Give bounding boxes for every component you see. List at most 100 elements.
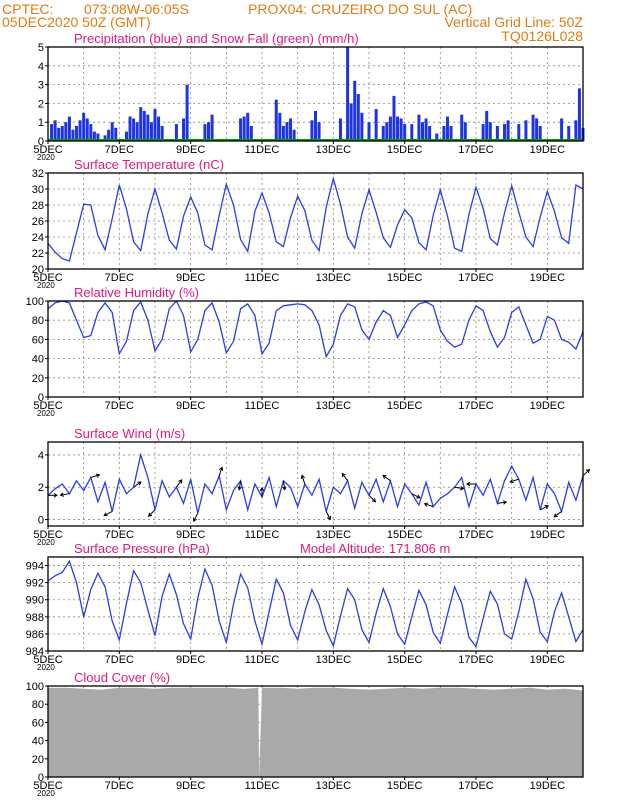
y-tick-label: 2 <box>38 98 44 110</box>
wind-arrow <box>554 511 562 518</box>
precip-bar <box>481 124 485 141</box>
x-tick-label: 7DEC <box>105 400 134 412</box>
pressure-panel: 984 986 988 990 992 994 5DEC 7DEC 9DEC 11DEC 13DEC… <box>26 541 584 672</box>
header-source: CPTEC: <box>2 1 53 17</box>
wind-arrow-head <box>466 481 471 487</box>
precip-bar <box>64 122 68 141</box>
precip-bar <box>210 114 214 141</box>
precip-bar <box>285 122 289 141</box>
x-tick-label: 11DEC <box>245 144 280 156</box>
precip-frame <box>47 46 584 142</box>
temp-series-line <box>47 176 584 262</box>
wind-arrow-head <box>382 474 387 479</box>
precip-bar <box>392 95 396 141</box>
wind-arrow-head <box>416 494 421 499</box>
precip-bar <box>174 124 178 141</box>
y-tick-label: 20 <box>32 264 44 276</box>
x-tick-label: 13DEC <box>316 780 352 792</box>
precip-bar <box>149 122 153 141</box>
y-tick-label: 994 <box>26 561 44 573</box>
precip-bar <box>317 122 321 141</box>
precip-bar <box>567 125 571 141</box>
y-tick-label: 22 <box>32 248 44 260</box>
precip-bar <box>403 124 407 141</box>
cloud-panel: 0 20 40 60 80 100 5DEC 7DEC 9DEC 11DEC 13DEC 15DEC 1… <box>26 670 584 798</box>
wind-arrow-head <box>218 466 224 471</box>
precip-bar <box>239 118 243 141</box>
wind-arrow-head <box>95 473 101 478</box>
wind-arrow <box>238 480 242 490</box>
wind-arrow-head <box>178 479 183 484</box>
precip-bar <box>185 84 189 141</box>
x-year-label: 2020 <box>37 153 55 162</box>
x-tick-label: 15DEC <box>387 272 423 284</box>
precip-bar <box>96 133 100 141</box>
x-tick-label: 5DEC <box>33 272 62 284</box>
wind-arrow <box>382 475 391 482</box>
header-model: TQ0126L028 <box>501 28 583 44</box>
precip-bar <box>360 112 364 141</box>
precip-bar <box>249 125 253 141</box>
y-tick-label: 24 <box>32 232 44 244</box>
precip-bar <box>124 131 128 141</box>
cloud-cover-area <box>48 687 583 777</box>
x-tick-label: 17DEC <box>458 780 494 792</box>
y-tick-label: 986 <box>26 629 44 641</box>
y-tick-label: 20 <box>32 754 44 766</box>
wind-arrow <box>301 475 306 485</box>
pressure-frame <box>47 556 584 652</box>
precip-bar <box>89 124 93 141</box>
rh-series-line <box>47 299 584 359</box>
precip-bar <box>367 122 371 141</box>
rh-frame <box>47 300 584 398</box>
wind-arrow <box>341 473 349 482</box>
y-tick-label: 0 <box>38 392 44 404</box>
x-tick-label: 11DEC <box>245 400 280 412</box>
wind-arrow <box>368 494 376 503</box>
x-tick-label: 7DEC <box>105 144 134 156</box>
wind-arrow <box>60 493 70 496</box>
precip-bar <box>417 114 421 141</box>
precip-bar <box>574 120 578 141</box>
precip-bar <box>506 120 510 141</box>
precip-bar <box>310 120 314 141</box>
rh-panel: 0 20 40 60 80 100 5DEC 7DEC 9DEC 11DEC 13DEC 15DEC 1… <box>26 285 584 418</box>
precip-bar <box>388 116 392 141</box>
wind-arrow-head <box>502 500 508 505</box>
precip-bar <box>445 116 449 141</box>
wind-arrow <box>411 493 421 499</box>
wind-panel: 0 2 4 5DEC 7DEC 9DEC 11DEC 13DEC 15DEC 17DEC 19DEC… <box>33 426 591 547</box>
pressure-annotation: Model Altitude: 171.806 m <box>300 541 450 556</box>
wind-arrow-head <box>460 486 465 491</box>
precip-bar <box>424 118 428 141</box>
precip-bar <box>577 88 581 141</box>
precip-bar <box>289 118 293 141</box>
y-tick-label: 992 <box>26 578 44 590</box>
precip-bar <box>157 116 161 141</box>
x-year-label: 2020 <box>37 281 55 290</box>
precip-bar <box>153 109 157 141</box>
precip-title: Precipitation (blue) and Snow Fall (gree… <box>74 31 359 46</box>
x-tick-label: 19DEC <box>530 400 566 412</box>
x-tick-label: 13DEC <box>316 529 352 541</box>
x-tick-label: 15DEC <box>387 654 423 666</box>
x-tick-label: 9DEC <box>176 654 205 666</box>
wind-arrow-head <box>237 486 242 491</box>
x-tick-label: 19DEC <box>530 272 566 284</box>
precip-bar <box>139 107 143 141</box>
precip-bar <box>78 120 82 141</box>
x-tick-label: 7DEC <box>105 780 134 792</box>
y-tick-label: 100 <box>26 296 44 308</box>
precip-bar <box>67 116 71 141</box>
precip-bar <box>75 125 79 141</box>
wind-arrow <box>539 505 549 511</box>
x-tick-label: 17DEC <box>458 529 494 541</box>
x-year-label: 2020 <box>37 538 55 547</box>
x-tick-label: 11DEC <box>245 654 280 666</box>
wind-arrow-head <box>585 468 591 474</box>
precip-bar <box>110 122 114 141</box>
x-tick-label: 5DEC <box>33 780 62 792</box>
precip-bar <box>463 122 467 141</box>
precip-bar <box>57 127 61 141</box>
precip-bar <box>274 99 278 141</box>
